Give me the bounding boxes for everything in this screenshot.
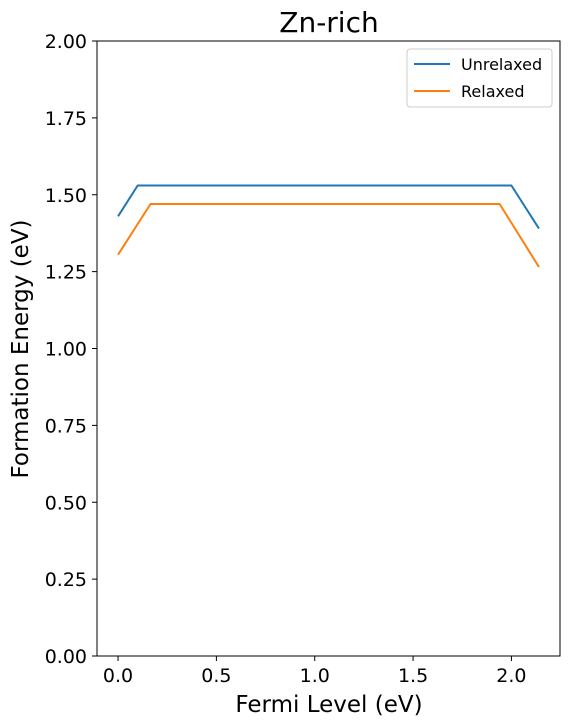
legend-label-unrelaxed: Unrelaxed bbox=[461, 55, 542, 74]
series-layer bbox=[117, 184, 540, 268]
x-tick-label: 1.0 bbox=[300, 665, 330, 687]
y-axis-ticks: 0.00 0.25 0.50 0.75 1.00 1.25 1.50 1.75 2.00 bbox=[45, 31, 97, 668]
y-tick-label: 1.00 bbox=[45, 339, 87, 361]
y-tick-label: 0.75 bbox=[45, 415, 87, 437]
y-tick-label: 0.25 bbox=[45, 569, 87, 591]
legend-label-relaxed: Relaxed bbox=[461, 82, 524, 101]
y-tick-label: 1.50 bbox=[45, 185, 87, 207]
chart-title: Zn-rich bbox=[279, 6, 378, 39]
x-tick-label: 1.5 bbox=[398, 665, 428, 687]
x-axis-label: Fermi Level (eV) bbox=[235, 692, 422, 718]
x-tick-label: 2.0 bbox=[496, 665, 526, 687]
x-axis-ticks: 0.0 0.5 1.0 1.5 2.0 bbox=[103, 656, 527, 687]
y-tick-label: 1.25 bbox=[45, 262, 87, 284]
x-tick-label: 0.5 bbox=[201, 665, 231, 687]
series-line-relaxed bbox=[117, 202, 540, 268]
y-tick-label: 0.50 bbox=[45, 492, 87, 514]
y-tick-label: 0.00 bbox=[45, 646, 87, 668]
y-axis-label: Formation Energy (eV) bbox=[8, 219, 34, 478]
y-tick-label: 2.00 bbox=[45, 31, 87, 53]
x-tick-label: 0.0 bbox=[103, 665, 133, 687]
y-tick-label: 1.75 bbox=[45, 108, 87, 130]
series-line-unrelaxed bbox=[117, 184, 540, 230]
legend: Unrelaxed Relaxed bbox=[406, 48, 553, 108]
